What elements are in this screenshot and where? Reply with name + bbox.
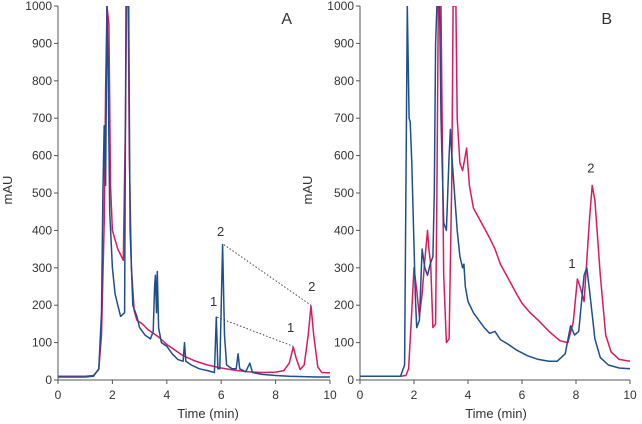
panel-a-y-tick-label: 1000 <box>25 0 52 13</box>
panel-a-y-tick-label: 600 <box>32 149 52 163</box>
panel-a-connectors <box>216 244 312 347</box>
panel-a: 0 100 200 300 400 500 600 700 800 900 1000 0 2 4 6 8 10 … <box>0 0 337 421</box>
panel-a-annotations: 2 1 2 1 <box>210 224 315 335</box>
panel-a-peak-label-2: 2 <box>308 279 315 294</box>
panel-a-connector-0 <box>223 244 312 306</box>
panel-a-x-tick-label: 6 <box>218 388 225 402</box>
panel-b-y-tick-label: 700 <box>334 111 354 125</box>
panel-b-x-tick-label: 2 <box>411 388 418 402</box>
panel-b-x-tick-label: 0 <box>357 388 364 402</box>
panel-a-peak-label-1: 1 <box>210 294 217 309</box>
panel-b-x-axis-title: Time (min) <box>465 406 527 421</box>
panel-b-peak-label-2: 2 <box>587 160 594 175</box>
panel-a-x-tick-label: 0 <box>55 388 62 402</box>
panel-a-ticks: 0 100 200 300 400 500 600 700 800 900 1000 0 2 4 6 8 10 <box>25 0 337 402</box>
panel-a-x-tick-label: 4 <box>163 388 170 402</box>
panel-a-connector-1 <box>216 316 294 347</box>
panel-b-peak-label-1: 1 <box>568 256 575 271</box>
panel-a-y-tick-label: 700 <box>32 111 52 125</box>
panel-a-peak-label-2: 2 <box>217 224 224 239</box>
panel-b: 0 100 200 300 400 500 600 700 800 900 1000 0 2 4 6 8 10 … <box>300 0 637 421</box>
panel-b-y-tick-label: 800 <box>334 74 354 88</box>
panel-a-y-tick-label: 0 <box>45 373 52 387</box>
panel-a-peak-label-1: 1 <box>287 320 294 335</box>
panel-b-x-tick-label: 4 <box>465 388 472 402</box>
panel-a-y-tick-label: 100 <box>32 336 52 350</box>
panel-a-y-tick-label: 200 <box>32 298 52 312</box>
panel-b-series-blue-line <box>360 6 630 378</box>
panel-a-x-tick-label: 2 <box>109 388 116 402</box>
panel-a-x-tick-label: 10 <box>323 388 337 402</box>
panel-b-y-tick-label: 500 <box>334 186 354 200</box>
panel-b-letter: B <box>601 11 612 28</box>
panel-a-x-axis-title: Time (min) <box>177 406 239 421</box>
panel-b-annotations: 12 <box>568 160 594 270</box>
panel-b-x-tick-label: 10 <box>623 388 637 402</box>
panel-a-y-tick-label: 400 <box>32 223 52 237</box>
panel-b-x-tick-label: 8 <box>573 388 580 402</box>
panel-a-traces <box>58 6 330 378</box>
panel-b-y-tick-label: 400 <box>334 223 354 237</box>
panel-b-x-tick-label: 6 <box>519 388 526 402</box>
panel-b-y-tick-label: 300 <box>334 261 354 275</box>
panel-a-series-blue-line <box>58 6 330 378</box>
panel-a-letter: A <box>281 11 292 28</box>
panel-b-traces <box>360 6 630 378</box>
panel-b-series-magenta-line <box>360 6 630 378</box>
panel-a-y-tick-label: 800 <box>32 74 52 88</box>
panel-b-y-tick-label: 900 <box>334 36 354 50</box>
panel-a-y-tick-label: 500 <box>32 186 52 200</box>
panel-b-y-tick-label: 100 <box>334 336 354 350</box>
panel-b-y-tick-label: 0 <box>347 373 354 387</box>
panel-a-series-magenta-line <box>58 6 330 378</box>
panel-a-y-axis-title: mAU <box>0 176 15 205</box>
panel-b-ticks: 0 100 200 300 400 500 600 700 800 900 1000 0 2 4 6 8 10 <box>327 0 637 402</box>
panel-a-x-tick-label: 8 <box>272 388 279 402</box>
panel-b-y-tick-label: 600 <box>334 149 354 163</box>
panel-a-y-tick-label: 300 <box>32 261 52 275</box>
panel-b-y-tick-label: 200 <box>334 298 354 312</box>
panel-b-y-axis-title: mAU <box>300 176 315 205</box>
panel-a-y-tick-label: 900 <box>32 36 52 50</box>
panel-b-y-tick-label: 1000 <box>327 0 354 13</box>
